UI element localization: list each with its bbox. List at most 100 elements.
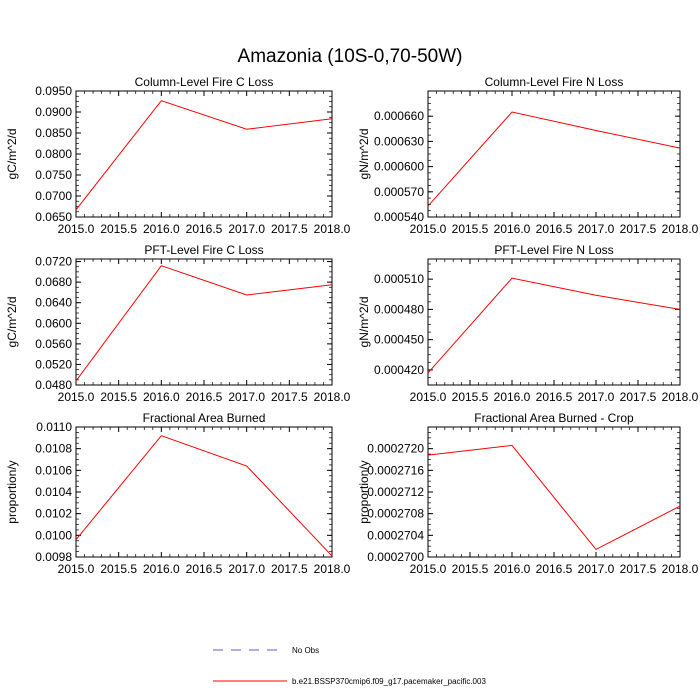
x-tick-label: 2018.0 xyxy=(314,222,351,236)
x-tick-label: 2016.5 xyxy=(186,390,223,404)
x-tick-label: 2016.5 xyxy=(536,562,573,576)
x-tick-label: 2015.0 xyxy=(410,222,447,236)
legend: No Obs b.e21.BSSP370cmip6.f09_g17.pacemak… xyxy=(213,646,486,686)
x-ticks: 2015.0 2015.5 2016.0 2016.5 2017.0 2017.5 2018… xyxy=(410,259,699,404)
panel-title: Column-Level Fire C Loss xyxy=(135,75,274,89)
series-line xyxy=(75,100,333,211)
x-tick-label: 2018.0 xyxy=(662,390,699,404)
y-tick-label: 0.0002720 xyxy=(367,442,424,456)
plot-frame xyxy=(75,258,333,386)
x-tick-label: 2017.5 xyxy=(271,390,308,404)
legend-label: No Obs xyxy=(292,646,319,655)
x-tick-label: 2016.5 xyxy=(536,390,573,404)
y-tick-label: 0.0104 xyxy=(35,485,72,499)
series-line xyxy=(427,444,681,551)
x-tick-label: 2015.0 xyxy=(410,562,447,576)
plot-frame xyxy=(75,426,333,558)
x-tick-label: 2016.0 xyxy=(494,562,531,576)
series-line xyxy=(427,111,681,207)
x-tick-label: 2017.5 xyxy=(620,390,657,404)
y-tick-label: 0.0700 xyxy=(35,189,72,203)
x-tick-label: 2015.5 xyxy=(100,222,137,236)
legend-entry: b.e21.BSSP370cmip6.f09_g17.pacemaker_pac… xyxy=(213,677,486,686)
x-tick-label: 2018.0 xyxy=(314,562,351,576)
y-tick-label: 0.0950 xyxy=(35,84,72,98)
chart-panel-5: Fractional Area Burned proportion/y 2015.0… xyxy=(5,411,351,576)
x-tick-label: 2016.0 xyxy=(494,222,531,236)
y-tick-label: 0.000450 xyxy=(374,333,424,347)
y-tick-label: 0.000660 xyxy=(374,109,424,123)
y-tick-label: 0.0098 xyxy=(35,550,72,564)
x-ticks: 2015.0 2015.5 2016.0 2016.5 2017.0 2017.5 2018… xyxy=(58,259,351,404)
series-line xyxy=(75,435,333,557)
y-tick-label: 0.0002708 xyxy=(367,507,424,521)
x-tick-label: 2015.0 xyxy=(58,222,95,236)
chart-panel-6: Fractional Area Burned - Crop proportion/… xyxy=(357,411,699,576)
x-ticks: 2015.0 2015.5 2016.0 2016.5 2017.0 2017.5 2018… xyxy=(410,427,699,576)
y-tick-label: 0.0600 xyxy=(35,316,72,330)
y-tick-label: 0.0110 xyxy=(36,420,72,434)
y-ticks: 0.0480 0.0520 0.0560 0.0600 0.0640 0.0680 0.07… xyxy=(35,255,332,392)
y-tick-label: 0.0850 xyxy=(35,126,72,140)
x-tick-label: 2015.5 xyxy=(452,562,489,576)
y-ticks: 0.0650 0.0700 0.0750 0.0800 0.0850 0.0900 0.09… xyxy=(35,84,332,224)
y-tick-label: 0.0002716 xyxy=(367,463,424,477)
x-tick-label: 2016.5 xyxy=(186,222,223,236)
y-tick-label: 0.0002700 xyxy=(367,550,424,564)
y-tick-label: 0.000420 xyxy=(374,363,424,377)
x-tick-label: 2017.0 xyxy=(228,562,265,576)
x-tick-label: 2018.0 xyxy=(314,390,351,404)
x-tick-label: 2015.5 xyxy=(452,390,489,404)
x-tick-label: 2015.0 xyxy=(410,390,447,404)
y-tick-label: 0.0002704 xyxy=(367,528,424,542)
y-tick-label: 0.000540 xyxy=(374,210,424,224)
panel-title: Fractional Area Burned xyxy=(143,411,266,425)
x-tick-label: 2018.0 xyxy=(662,222,699,236)
plot-frame xyxy=(75,90,333,218)
y-tick-label: 0.0720 xyxy=(35,255,72,269)
y-ticks: 0.000420 0.000450 0.000480 0.000510 xyxy=(374,263,680,386)
y-tick-label: 0.0560 xyxy=(35,337,72,351)
x-tick-label: 2016.5 xyxy=(536,222,573,236)
legend-label: b.e21.BSSP370cmip6.f09_g17.pacemaker_pac… xyxy=(292,677,486,686)
y-tick-label: 0.0102 xyxy=(35,507,72,521)
series-line xyxy=(75,265,333,382)
y-tick-label: 0.0640 xyxy=(35,296,72,310)
y-tick-label: 0.000630 xyxy=(374,134,424,148)
y-tick-label: 0.000510 xyxy=(374,272,424,286)
y-ticks: 0.0098 0.0100 0.0102 0.0104 0.0106 0.0108 0.01… xyxy=(35,420,332,564)
x-tick-label: 2017.0 xyxy=(578,390,615,404)
y-tick-label: 0.0900 xyxy=(35,105,72,119)
panel-title: Column-Level Fire N Loss xyxy=(485,75,624,89)
x-tick-label: 2017.5 xyxy=(620,562,657,576)
x-tick-label: 2017.0 xyxy=(228,390,265,404)
y-tick-label: 0.0480 xyxy=(35,378,72,392)
y-tick-label: 0.0650 xyxy=(35,210,72,224)
x-ticks: 2015.0 2015.5 2016.0 2016.5 2017.0 2017.5 2018… xyxy=(58,427,351,576)
x-tick-label: 2016.0 xyxy=(494,390,531,404)
x-tick-label: 2018.0 xyxy=(662,562,699,576)
y-tick-label: 0.0750 xyxy=(35,168,72,182)
y-axis-label: proportion/y xyxy=(5,460,19,523)
x-tick-label: 2017.0 xyxy=(578,222,615,236)
y-tick-label: 0.0002712 xyxy=(367,485,424,499)
x-tick-label: 2016.0 xyxy=(143,562,180,576)
figure-title: Amazonia (10S-0,70-50W) xyxy=(238,46,463,67)
y-axis-label: proportion/y xyxy=(357,460,371,523)
x-tick-label: 2017.5 xyxy=(271,222,308,236)
y-ticks: 0.000540 0.000570 0.000600 0.000630 0.000660 xyxy=(374,90,680,224)
y-tick-label: 0.000600 xyxy=(374,160,424,174)
y-axis-label: gC/m^2/d xyxy=(5,129,19,180)
x-tick-label: 2016.0 xyxy=(143,222,180,236)
plot-frame xyxy=(427,258,681,386)
plot-frame xyxy=(427,90,681,218)
x-tick-label: 2016.5 xyxy=(186,562,223,576)
x-ticks: 2015.0 2015.5 2016.0 2016.5 2017.0 2017.5 2018… xyxy=(58,91,351,236)
x-tick-label: 2015.5 xyxy=(100,562,137,576)
x-tick-label: 2016.0 xyxy=(143,390,180,404)
x-tick-label: 2017.0 xyxy=(578,562,615,576)
